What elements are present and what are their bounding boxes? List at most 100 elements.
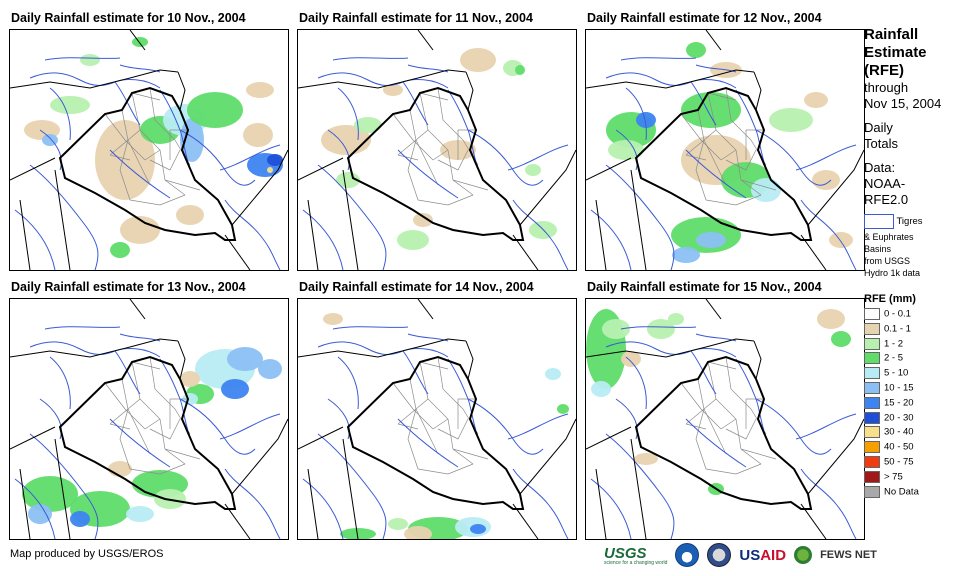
- country-border: [19, 468, 31, 539]
- rainfall-area: [180, 118, 204, 162]
- noaa-logo: [675, 543, 700, 567]
- district-boundary: [131, 361, 161, 370]
- usgs-logo: USGS science for a changing world: [604, 545, 667, 566]
- legend-label: 0.1 - 1: [884, 323, 911, 335]
- legend-row: > 75: [864, 470, 964, 486]
- district-boundary: [437, 87, 464, 141]
- panel-title-1: Daily Rainfall estimate for 10 Nov., 200…: [11, 11, 246, 25]
- basin-boundary: [219, 413, 281, 440]
- legend-swatch: [864, 308, 880, 320]
- country-border: [10, 69, 179, 89]
- basin-boundary: [397, 418, 459, 468]
- iraq-border: [634, 355, 813, 510]
- basin-boundary: [114, 350, 141, 395]
- legend-row: 30 - 40: [864, 426, 964, 441]
- basin-boundary: [685, 149, 747, 199]
- legend-swatch: [864, 455, 880, 468]
- legend-label: 15 - 20: [884, 397, 914, 409]
- map-svg: [298, 30, 576, 270]
- legend-swatch: [864, 470, 880, 483]
- legend-swatch: [864, 322, 880, 335]
- district-boundary: [725, 418, 757, 440]
- basin-boundary: [49, 87, 71, 141]
- basin-boundary: [695, 333, 737, 342]
- rainfall-map-nov-12: [585, 29, 865, 271]
- panel-title-3: Daily Rainfall estimate for 12 Nov., 200…: [587, 11, 822, 25]
- country-border: [19, 199, 31, 270]
- country-border: [129, 30, 146, 51]
- country-border: [586, 426, 632, 450]
- district-boundary: [703, 408, 727, 455]
- country-border: [595, 468, 607, 539]
- district-boundary: [707, 361, 737, 370]
- country-border: [342, 169, 359, 270]
- basin-boundary: [14, 209, 56, 270]
- country-border: [586, 338, 755, 358]
- rainfall-area: [176, 205, 204, 225]
- district-boundary: [392, 382, 434, 430]
- basin-boundary: [119, 64, 161, 73]
- district-boundary: [392, 113, 434, 161]
- country-border: [231, 149, 288, 226]
- country-border: [342, 438, 359, 539]
- basin-boundary: [402, 81, 429, 126]
- sidebar: Rainfall Estimate (RFE) through Nov 15, …: [864, 26, 964, 500]
- district-boundary: [131, 92, 161, 101]
- district-boundary: [129, 463, 186, 475]
- district-boundary: [104, 113, 146, 161]
- basin-boundary: [800, 199, 857, 270]
- daily-line-1: Daily: [864, 120, 893, 135]
- district-boundary: [129, 194, 186, 206]
- legend-label: No Data: [884, 486, 919, 498]
- basin-boundary: [119, 333, 161, 342]
- rainfall-area: [227, 347, 263, 371]
- basin-boundary: [615, 129, 638, 171]
- basin-boundary: [605, 164, 675, 270]
- rainfall-area: [383, 84, 403, 96]
- district-boundary: [695, 438, 707, 470]
- district-boundary: [720, 149, 737, 161]
- district-boundary: [127, 139, 151, 186]
- usgs-wordmark: USGS: [604, 544, 647, 562]
- panel-title-2: Daily Rainfall estimate for 11 Nov., 200…: [299, 11, 533, 25]
- basin-label: Tigres: [896, 216, 923, 228]
- rainfall-area: [668, 313, 684, 325]
- district-boundary: [685, 154, 707, 161]
- basin-boundary: [302, 209, 344, 270]
- basin-boundary: [512, 199, 569, 270]
- data-line-1: Data:: [864, 160, 896, 175]
- basin-boundary: [590, 478, 632, 539]
- rainfall-area: [221, 379, 249, 399]
- basin-boundary: [39, 129, 62, 171]
- usaid-part-1: US: [739, 546, 761, 564]
- rainfall-area: [28, 504, 52, 524]
- basin-boundary: [109, 149, 171, 199]
- legend-label: > 75: [884, 471, 903, 483]
- legend-swatch: [864, 352, 880, 365]
- legend-row: 15 - 20: [864, 396, 964, 412]
- basin-boundary: [507, 413, 569, 440]
- legend-label: 2 - 5: [884, 352, 904, 364]
- basin-boundary: [407, 333, 449, 342]
- district-boundary: [437, 418, 469, 440]
- legend-swatch: [864, 337, 880, 350]
- basin-note-line-4: Hydro 1k data: [864, 268, 921, 278]
- rainfall-area: [608, 140, 644, 160]
- legend-heading-line-1: Rainfall: [864, 26, 919, 43]
- legend-swatch: [864, 381, 880, 394]
- district-boundary: [159, 149, 186, 196]
- district-boundary: [720, 418, 737, 430]
- rainfall-area: [323, 313, 343, 325]
- district-boundary: [149, 149, 181, 171]
- basin-boundary: [332, 326, 409, 330]
- legend-swatch: [864, 411, 880, 424]
- district-boundary: [417, 194, 474, 206]
- basin-legend: Tigres: [864, 214, 964, 229]
- rainfall-map-nov-14: [297, 298, 577, 540]
- rainfall-area: [120, 216, 160, 244]
- legend-row: 5 - 10: [864, 367, 964, 382]
- rainfall-area: [647, 319, 675, 339]
- basin-boundary: [467, 398, 544, 455]
- basin-boundary: [219, 144, 281, 171]
- district-boundary: [735, 418, 762, 465]
